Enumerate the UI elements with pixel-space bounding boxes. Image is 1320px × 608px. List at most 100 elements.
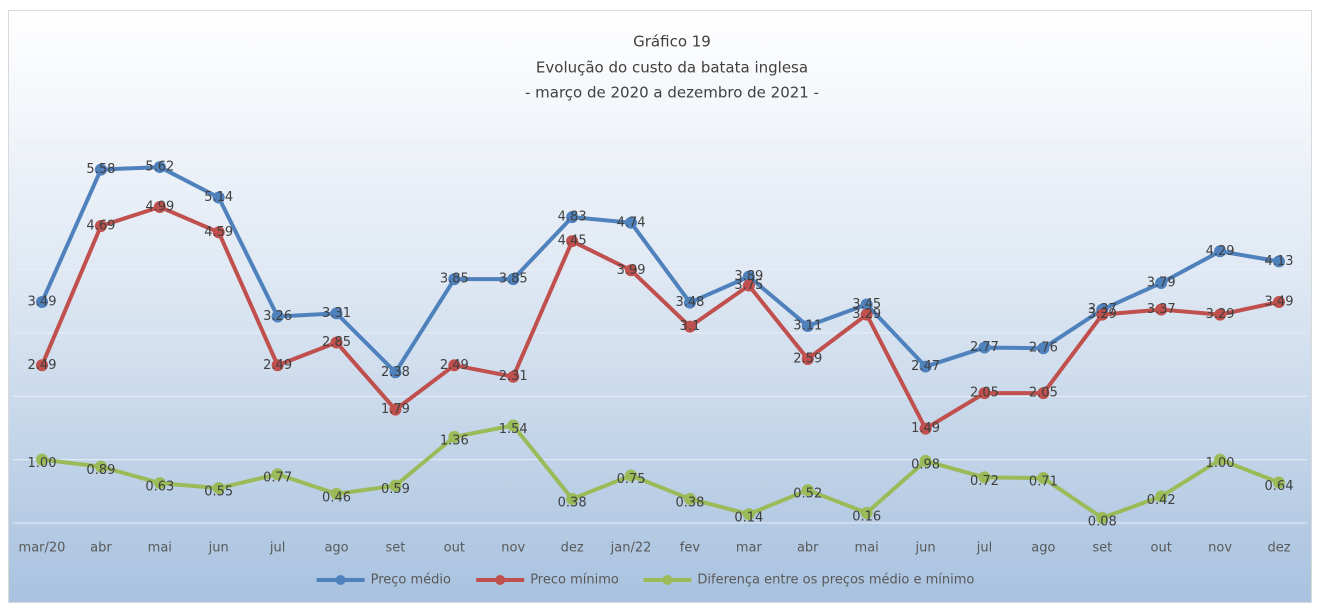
data-label: 3.75	[734, 278, 763, 293]
data-label: 2.05	[1029, 386, 1058, 401]
data-label: 1.36	[440, 433, 469, 448]
legend-marker	[335, 575, 346, 585]
data-point	[860, 506, 873, 519]
data-point	[330, 307, 343, 320]
data-label: 3.26	[263, 309, 292, 324]
data-point	[1273, 476, 1285, 489]
data-label: 0.42	[1147, 493, 1176, 508]
data-label: 0.75	[617, 472, 646, 487]
data-point	[919, 422, 932, 435]
x-tick-label: jun	[915, 541, 936, 556]
data-label: 1.00	[28, 456, 57, 471]
data-label: 4.74	[617, 215, 646, 230]
data-label: 4.83	[558, 210, 587, 225]
data-point	[389, 479, 402, 492]
data-point	[860, 298, 873, 311]
data-point	[919, 454, 932, 467]
data-point	[389, 403, 402, 416]
data-point	[1155, 276, 1168, 289]
data-point	[212, 482, 225, 495]
data-label: 3.89	[734, 269, 763, 284]
data-point	[94, 163, 107, 176]
data-point	[978, 471, 991, 484]
data-point	[742, 508, 755, 521]
data-point	[271, 468, 284, 481]
data-point	[742, 270, 755, 283]
data-point	[330, 336, 343, 349]
data-label: 1.54	[499, 422, 528, 437]
data-point	[271, 359, 284, 372]
data-point	[683, 320, 696, 333]
x-tick-label: set	[1092, 541, 1112, 556]
series-line	[40, 204, 1280, 431]
x-tick-label: out	[444, 541, 465, 556]
chart-area	[8, 10, 1312, 603]
x-tick-label: fev	[680, 541, 701, 556]
data-point	[625, 469, 638, 482]
data-label: 3.37	[1088, 302, 1117, 317]
data-label: 3.85	[499, 272, 528, 287]
data-label: 1.00	[1206, 456, 1235, 471]
data-label: 5.14	[204, 190, 233, 205]
x-tick-label: set	[385, 541, 405, 556]
data-label: 4.59	[204, 225, 233, 240]
data-point	[1214, 245, 1227, 258]
data-point	[330, 487, 343, 500]
series-line	[41, 423, 1280, 520]
data-point	[448, 430, 461, 443]
data-label: 0.38	[675, 495, 704, 510]
data-point	[1214, 308, 1227, 321]
x-tick-label: dez	[1267, 541, 1290, 556]
data-point	[978, 341, 991, 354]
legend-label: Preco mínimo	[530, 573, 619, 588]
data-label: 3.79	[1147, 275, 1176, 290]
data-point	[683, 296, 696, 309]
data-point	[507, 419, 520, 432]
data-label: 2.49	[28, 358, 57, 373]
data-point	[94, 460, 107, 473]
data-point	[36, 295, 48, 308]
data-label: 3.85	[440, 272, 469, 287]
data-point	[153, 161, 166, 174]
data-point	[1037, 387, 1050, 400]
data-point	[1273, 295, 1285, 308]
x-tick-label: mar/20	[19, 541, 66, 556]
x-tick-label: abr	[797, 541, 819, 556]
x-tick-label: jan/22	[610, 541, 652, 556]
data-label: 0.16	[852, 509, 881, 524]
data-point	[1273, 255, 1285, 268]
data-point	[1037, 472, 1050, 485]
data-label: 2.31	[499, 369, 528, 384]
data-point	[978, 387, 991, 400]
legend-label: Preço médio	[371, 573, 451, 588]
data-point	[1155, 490, 1168, 503]
data-point	[1037, 342, 1050, 355]
data-label: 3.37	[1147, 302, 1176, 317]
data-label: 3.49	[28, 294, 57, 309]
data-label: 2.85	[322, 335, 351, 350]
x-tick-label: mar	[736, 541, 763, 556]
data-label: 2.38	[381, 365, 410, 380]
data-label: 0.46	[322, 490, 351, 505]
data-label: 2.05	[970, 386, 999, 401]
data-point	[153, 200, 166, 213]
legend-marker	[662, 575, 673, 585]
data-label: 3.29	[1206, 307, 1235, 322]
x-tick-label: jun	[208, 541, 229, 556]
data-label: 3.99	[617, 263, 646, 278]
data-point	[212, 226, 225, 239]
data-label: 0.77	[263, 471, 292, 486]
data-label: 0.64	[1265, 479, 1294, 494]
data-label: 3.48	[675, 295, 704, 310]
data-label: 5.62	[145, 160, 174, 175]
data-label: 4.69	[86, 218, 115, 233]
data-label: 3.29	[1088, 307, 1117, 322]
data-label: 0.89	[86, 463, 115, 478]
x-tick-label: nov	[501, 541, 525, 556]
data-label: 1.49	[911, 421, 940, 436]
chart-subtitle: - março de 2020 a dezembro de 2021 -	[525, 84, 819, 102]
data-point	[36, 359, 48, 372]
x-tick-label: abr	[90, 541, 112, 556]
data-label: 2.76	[1029, 341, 1058, 356]
x-tick-label: jul	[976, 541, 992, 556]
